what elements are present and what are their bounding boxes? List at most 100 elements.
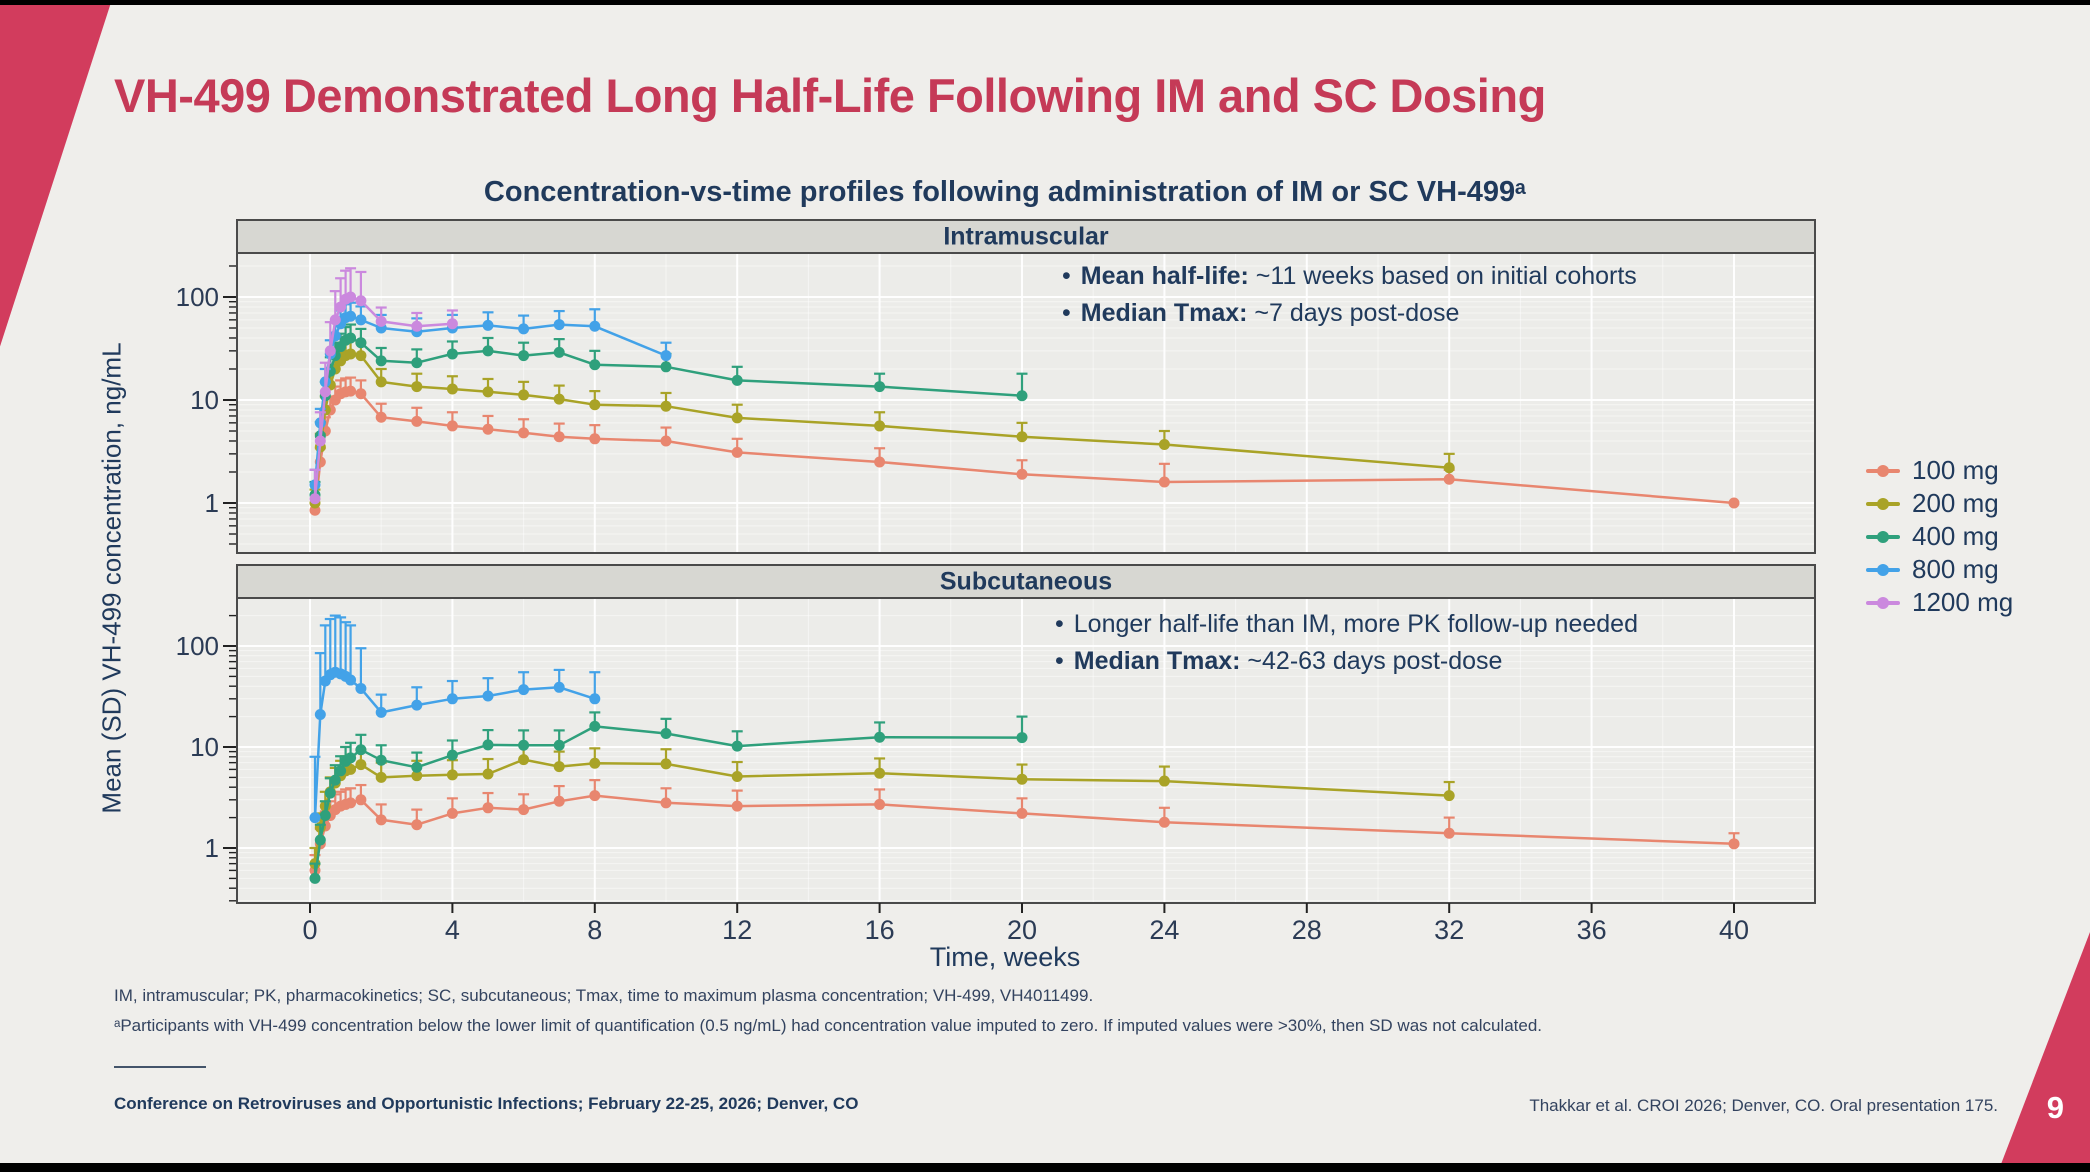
data-point [1443,827,1455,839]
data-point [589,757,601,769]
data-point [1016,468,1028,480]
data-point [1016,773,1028,785]
data-point [660,435,672,447]
series-100-mg [309,779,1740,876]
data-point [375,754,387,766]
data-point [482,739,494,751]
data-point [518,427,530,439]
data-point [553,761,565,773]
legend-item-1200-mg: 1200 mg [1866,586,2013,619]
data-point [553,431,565,443]
data-point [589,433,601,445]
data-point [1728,838,1740,850]
data-point [411,819,423,831]
data-point [518,323,530,335]
x-tick-label: 28 [1292,915,1322,945]
data-point [731,374,743,386]
data-point [314,708,326,720]
x-tick-label: 16 [865,915,895,945]
legend-label: 1200 mg [1912,587,2014,617]
footer-divider [114,1066,206,1068]
x-tick-label: 0 [302,915,317,945]
data-point [589,399,601,411]
legend-marker-icon [1866,497,1900,511]
data-point [446,420,458,432]
annotation-line: • Median Tmax: ~42-63 days post-dose [1055,647,1503,675]
legend-item-200-mg: 200 mg [1866,487,2013,520]
panel-header-label: Subcutaneous [940,568,1112,596]
data-point [731,740,743,752]
data-point [589,320,601,332]
data-point [355,759,367,771]
data-point [553,739,565,751]
data-point [518,754,530,766]
data-point [411,699,423,711]
data-point [553,795,565,807]
data-point [731,800,743,812]
data-point [355,314,367,326]
legend-label: 400 mg [1912,521,1999,551]
data-point [660,361,672,373]
data-point [324,787,336,799]
panel-sc: Subcutaneous 1 10 100 [176,564,1816,904]
data-point [355,682,367,694]
data-point [553,346,565,358]
data-point [482,386,494,398]
data-point [589,720,601,732]
data-point [329,774,341,786]
data-point [874,381,886,393]
data-point [1158,476,1170,488]
series-100-mg [309,376,1740,516]
series-line [313,352,1450,504]
data-point [1016,390,1028,402]
data-point [411,381,423,393]
data-point [874,420,886,432]
data-point [446,749,458,761]
data-point [1016,732,1028,744]
data-point [329,314,341,326]
data-point [345,797,357,809]
data-point [660,797,672,809]
data-point [731,446,743,458]
data-point [446,693,458,705]
x-tick-label: 24 [1149,915,1179,945]
data-point [874,798,886,810]
data-point [1158,438,1170,450]
data-point [375,376,387,388]
panel-header-strip [236,564,1816,599]
x-axis-label: Time, weeks [929,942,1081,972]
panel-header-strip [236,219,1816,254]
data-point [1443,790,1455,802]
data-point [874,767,886,779]
data-point [411,357,423,369]
data-point [446,318,458,330]
data-point [375,706,387,718]
data-point [335,765,347,777]
legend-marker-icon [1866,530,1900,544]
x-tick-label: 36 [1577,915,1607,945]
data-point [375,411,387,423]
data-point [1158,816,1170,828]
data-point [482,768,494,780]
panel-border [236,252,1816,554]
data-point [319,386,331,398]
data-point [345,385,357,397]
data-point [319,809,331,821]
data-point [446,807,458,819]
data-point [309,812,321,824]
bottom-black-bar [0,1163,2090,1172]
data-point [345,763,357,775]
data-point [874,456,886,468]
y-tick-label: 1 [205,488,219,518]
data-point [731,412,743,424]
data-point [345,310,357,322]
conference-info: Conference on Retroviruses and Opportuni… [114,1094,859,1113]
legend-marker-icon [1866,563,1900,577]
data-point [345,674,357,686]
data-point [355,295,367,307]
data-point [411,761,423,773]
panel-border [236,597,1816,904]
x-tick-label: 8 [587,915,602,945]
data-point [874,731,886,743]
